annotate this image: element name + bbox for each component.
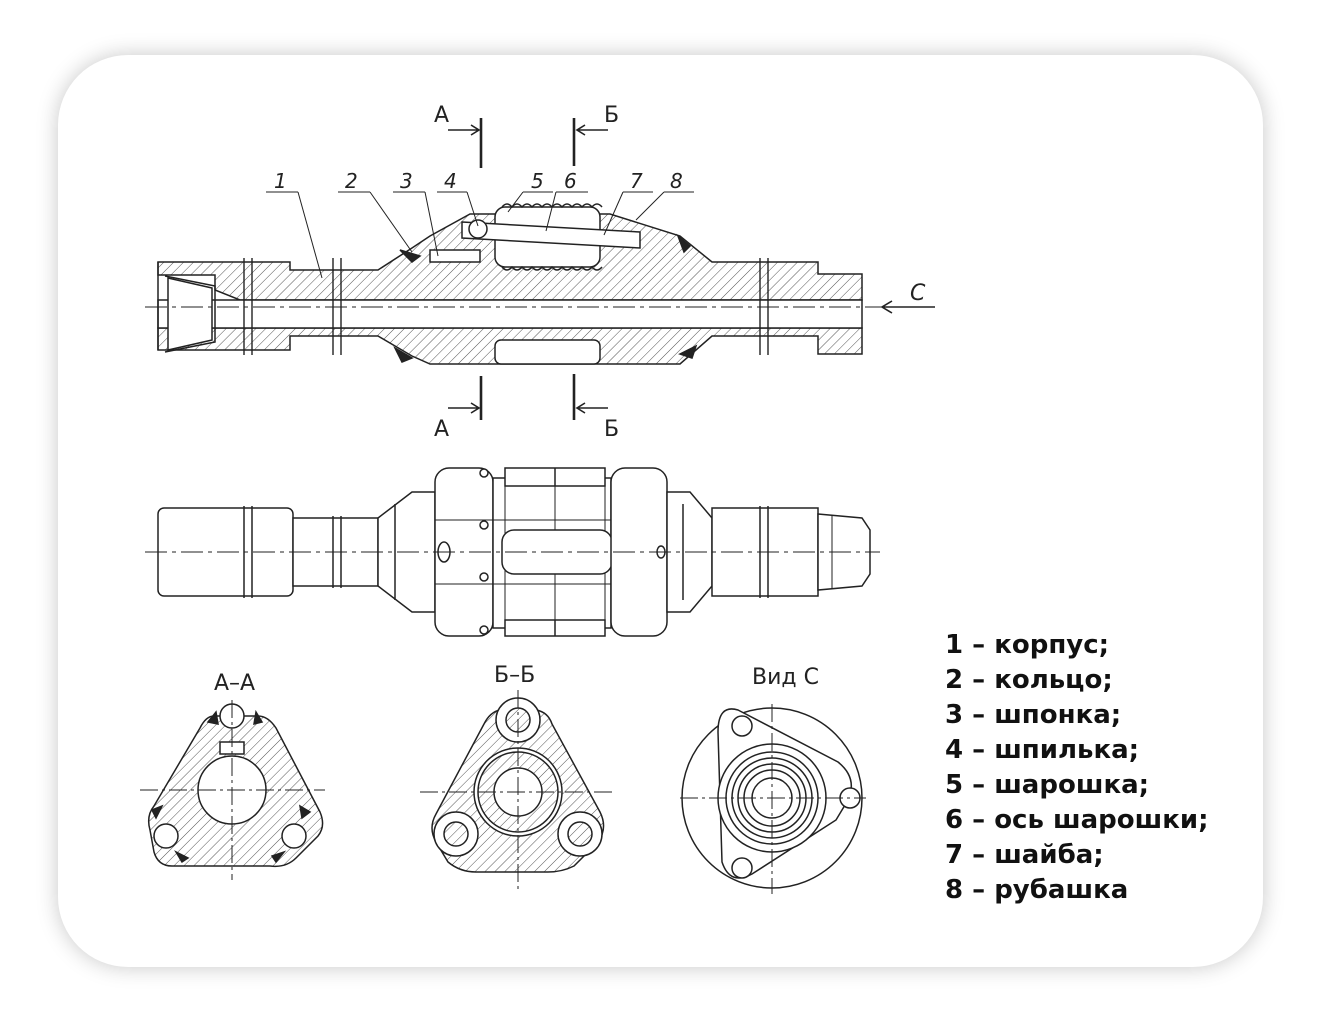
- legend-item: 5 – шарошка;: [945, 770, 1150, 800]
- legend-item: 7 – шайба;: [945, 840, 1104, 870]
- legend-item: 3 – шпонка;: [945, 700, 1122, 730]
- part-number-3: 3: [400, 169, 413, 193]
- view-title-aa: А–А: [214, 671, 255, 696]
- view-c: [680, 704, 866, 894]
- section-mark-a-bottom: А: [434, 417, 449, 442]
- part-number-6: 6: [564, 169, 577, 193]
- section-bb-view: [420, 690, 616, 890]
- section-aa-view: [140, 700, 325, 880]
- legend-item: 2 – кольцо;: [945, 665, 1113, 695]
- part-number-2: 2: [345, 169, 358, 193]
- part-number-5: 5: [531, 169, 544, 193]
- legend-item: 8 – рубашка: [945, 875, 1129, 905]
- view-mark-c: С: [910, 281, 926, 306]
- section-mark-b-top: Б: [604, 103, 619, 128]
- part-number-7: 7: [630, 169, 643, 193]
- exterior-view: [145, 467, 880, 637]
- part-number-labels: 1 2 3 4 5 6 7 8: [274, 169, 683, 193]
- legend-item: 4 – шпилька;: [945, 735, 1140, 765]
- section-view: [145, 118, 935, 420]
- part-number-1: 1: [274, 169, 287, 193]
- parts-legend: 1 – корпус; 2 – кольцо; 3 – шпонка; 4 – …: [945, 628, 1208, 908]
- legend-item: 6 – ось шарошки;: [945, 805, 1209, 835]
- view-title-bb: Б–Б: [494, 663, 535, 688]
- section-mark-b-bottom: Б: [604, 417, 619, 442]
- view-title-c: Вид С: [752, 665, 819, 690]
- legend-item: 1 – корпус;: [945, 630, 1110, 660]
- part-number-8: 8: [670, 169, 683, 193]
- part-number-4: 4: [444, 169, 457, 193]
- section-mark-a-top: А: [434, 103, 449, 128]
